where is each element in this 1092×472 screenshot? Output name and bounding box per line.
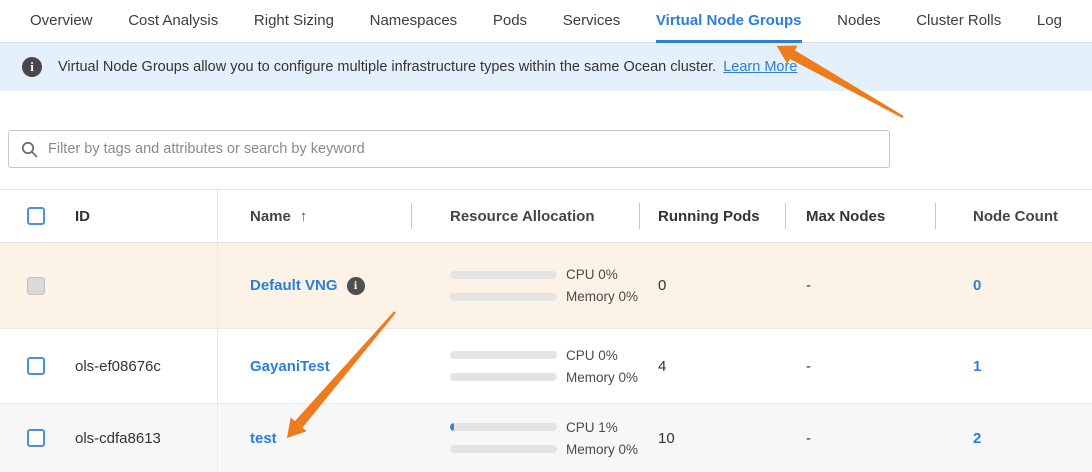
row-select-cell [0, 357, 60, 375]
test-name-link[interactable]: test [250, 429, 277, 447]
table-row: Default VNG i CPU 0% Memory 0% 0 - 0 [0, 243, 1092, 329]
tab-pods[interactable]: Pods [492, 11, 528, 29]
filter-search-box[interactable] [8, 130, 890, 168]
table-row: ols-cdfa8613 test CPU 1% Memory 0% 10 - … [0, 404, 1092, 472]
row-checkbox-disabled [27, 276, 45, 295]
header-name[interactable]: Name ↑ [218, 208, 411, 225]
memory-progress-bar [450, 445, 557, 453]
header-name-label: Name [250, 207, 291, 225]
tab-cost-analysis[interactable]: Cost Analysis [128, 11, 219, 29]
tab-virtual-node-groups[interactable]: Virtual Node Groups [655, 0, 802, 43]
row-name-cell: Default VNG i [218, 276, 411, 295]
node-count-link[interactable]: 2 [973, 429, 982, 447]
row-select-cell [0, 276, 60, 295]
memory-label: Memory 0% [566, 289, 639, 304]
header-select-all-cell [0, 207, 60, 225]
tab-cluster-rolls[interactable]: Cluster Rolls [916, 11, 1002, 29]
row-checkbox[interactable] [27, 357, 45, 375]
info-icon[interactable]: i [346, 276, 365, 295]
node-count-cell: 2 [935, 430, 1092, 447]
tab-namespaces[interactable]: Namespaces [369, 11, 458, 29]
row-checkbox[interactable] [27, 429, 45, 447]
info-icon: i [22, 57, 42, 77]
cpu-progress-bar [450, 351, 557, 359]
row-id: ols-cdfa8613 [60, 404, 218, 472]
tab-right-sizing[interactable]: Right Sizing [253, 11, 334, 29]
header-running-pods: Running Pods [639, 208, 785, 225]
cpu-label: CPU 0% [566, 347, 618, 363]
cpu-progress-bar [450, 423, 557, 431]
running-pods-value: 4 [658, 357, 667, 375]
table-header-row: ID Name ↑ Resource Allocation Running Po… [0, 190, 1092, 243]
header-resource-allocation: Resource Allocation [411, 208, 639, 225]
resource-allocation-cell: CPU 0% Memory 0% [411, 348, 639, 385]
tab-nodes[interactable]: Nodes [837, 11, 881, 29]
node-count-cell: 1 [935, 358, 1092, 375]
memory-label: Memory 0% [566, 369, 639, 385]
table-row: ols-ef08676c GayaniTest CPU 0% Memory 0%… [0, 329, 1092, 404]
header-max-nodes: Max Nodes [785, 208, 935, 225]
select-all-checkbox[interactable] [27, 207, 45, 225]
row-name-cell: GayaniTest [218, 358, 411, 375]
resource-allocation-cell: CPU 0% Memory 0% [411, 267, 639, 304]
node-count-link[interactable]: 0 [973, 277, 982, 294]
row-id [60, 243, 218, 328]
memory-label: Memory 0% [566, 441, 639, 457]
running-pods-value: 0 [658, 277, 667, 294]
tab-overview[interactable]: Overview [30, 11, 93, 29]
memory-progress-bar [450, 373, 557, 381]
info-banner: i Virtual Node Groups allow you to confi… [0, 43, 1092, 91]
header-id: ID [60, 190, 218, 242]
resource-allocation-cell: CPU 1% Memory 0% [411, 420, 639, 457]
banner-message: Virtual Node Groups allow you to configu… [58, 59, 717, 75]
sort-ascending-icon[interactable]: ↑ [299, 207, 308, 225]
tab-log[interactable]: Log [1036, 11, 1062, 29]
memory-progress-bar [450, 292, 557, 301]
row-name-cell: test [218, 430, 411, 447]
max-nodes-value: - [806, 357, 811, 375]
row-id: ols-ef08676c [60, 329, 218, 403]
cpu-label: CPU 1% [566, 419, 618, 435]
cpu-progress-bar [450, 270, 557, 279]
cluster-tab-bar: Overview Cost Analysis Right Sizing Name… [0, 0, 1092, 43]
row-select-cell [0, 429, 60, 447]
default-vng-link[interactable]: Default VNG [250, 277, 338, 294]
node-count-cell: 0 [935, 277, 1092, 294]
search-input[interactable] [48, 141, 877, 157]
learn-more-link[interactable]: Learn More [723, 59, 798, 75]
tab-services[interactable]: Services [562, 11, 621, 29]
node-count-link[interactable]: 1 [973, 357, 982, 375]
max-nodes-value: - [806, 429, 811, 447]
vng-table: ID Name ↑ Resource Allocation Running Po… [0, 189, 1092, 472]
running-pods-value: 10 [658, 429, 675, 447]
header-node-count: Node Count [935, 208, 1092, 225]
max-nodes-value: - [806, 277, 811, 294]
gayanitest-link[interactable]: GayaniTest [250, 357, 330, 375]
search-icon [21, 141, 38, 157]
cpu-label: CPU 0% [566, 267, 618, 282]
